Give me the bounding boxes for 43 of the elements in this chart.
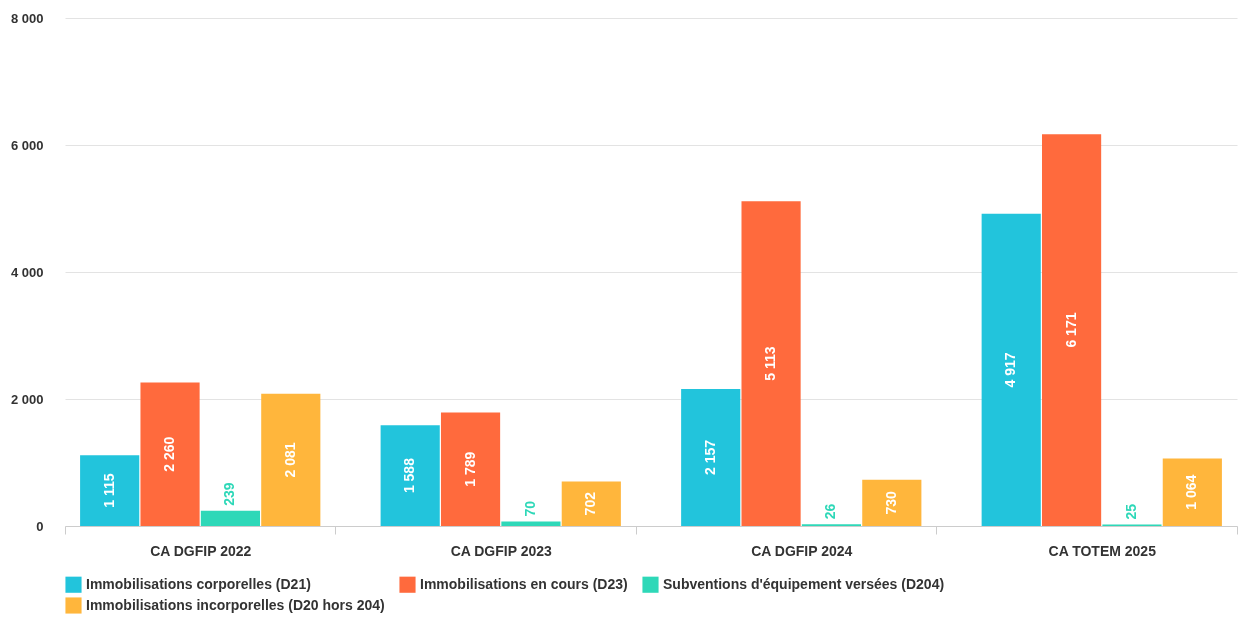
data-label: 4 917	[1002, 352, 1019, 388]
y-tick-label: 2 000	[10, 391, 44, 407]
data-label: 5 113	[762, 346, 779, 381]
data-label: 6 171	[1062, 312, 1079, 348]
y-tick-label: 4 000	[10, 264, 44, 280]
data-label: 239	[221, 482, 238, 506]
bar	[681, 389, 741, 526]
bar	[261, 393, 321, 526]
data-label: 2 260	[161, 436, 178, 472]
data-label: 1 588	[401, 457, 418, 494]
data-label: 702	[582, 491, 599, 516]
x-tick-label: CA DGFIP 2024	[751, 542, 853, 559]
bar	[981, 213, 1041, 526]
legend-label: Immobilisations en cours (D23)	[420, 575, 628, 592]
bar	[80, 455, 140, 526]
bar	[1042, 134, 1102, 526]
data-label: 26	[822, 503, 839, 520]
bar	[561, 481, 621, 526]
legend-label: Immobilisations corporelles (D21)	[86, 575, 311, 592]
bar	[440, 412, 501, 526]
data-label: 70	[521, 500, 538, 517]
bar	[1162, 458, 1222, 526]
legend-label: Immobilisations incorporelles (D20 hors 204)	[86, 596, 385, 613]
data-label: 25	[1122, 503, 1139, 520]
bar	[501, 521, 561, 526]
bar	[380, 425, 440, 526]
x-tick-label: CA DGFIP 2023	[450, 542, 553, 559]
data-label: 730	[882, 490, 899, 515]
x-tick-label: CA TOTEM 2025	[1048, 542, 1157, 559]
data-label: 1 115	[100, 473, 117, 508]
y-tick-label: 0	[36, 518, 44, 534]
data-label: 1 064	[1183, 474, 1200, 510]
data-label: 1 789	[461, 451, 478, 487]
y-tick-label: 6 000	[10, 137, 44, 153]
bar	[140, 382, 200, 526]
legend-label: Subventions d'équipement versées (D204)	[663, 575, 945, 592]
x-tick-label: CA DGFIP 2022	[150, 542, 252, 559]
bar	[741, 201, 801, 526]
data-label: 2 157	[701, 439, 718, 476]
data-label: 2 081	[281, 442, 298, 478]
bar	[862, 479, 922, 526]
bar	[200, 510, 260, 526]
y-tick-label: 8 000	[10, 10, 44, 26]
